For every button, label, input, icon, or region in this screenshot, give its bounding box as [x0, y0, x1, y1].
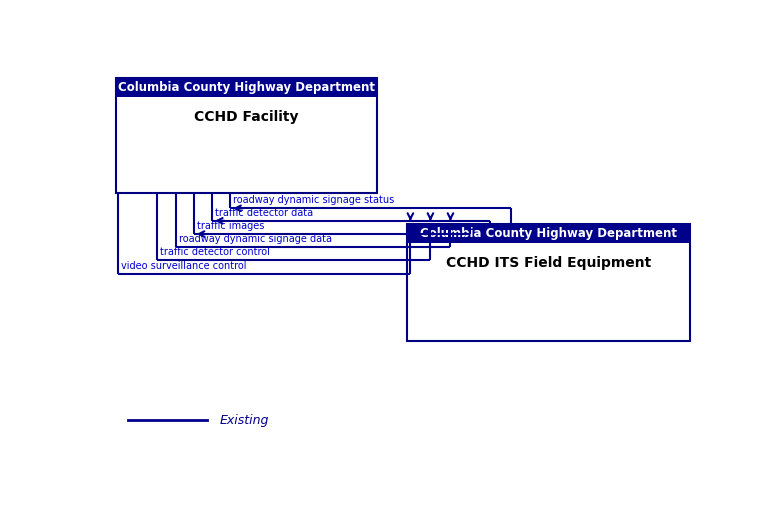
Text: traffic detector data: traffic detector data	[215, 208, 313, 218]
Text: Columbia County Highway Department: Columbia County Highway Department	[118, 81, 375, 94]
Text: traffic detector control: traffic detector control	[161, 247, 270, 258]
Text: CCHD Facility: CCHD Facility	[194, 111, 299, 124]
Text: roadway dynamic signage status: roadway dynamic signage status	[233, 195, 395, 205]
Text: roadway dynamic signage data: roadway dynamic signage data	[179, 234, 331, 244]
Bar	[407, 224, 690, 242]
Text: Columbia County Highway Department: Columbia County Highway Department	[420, 227, 677, 240]
Bar	[407, 224, 690, 340]
Bar	[116, 78, 377, 97]
Text: video surveillance control: video surveillance control	[121, 261, 247, 271]
Text: Existing: Existing	[219, 414, 269, 427]
Bar	[116, 78, 377, 193]
Text: CCHD ITS Field Equipment: CCHD ITS Field Equipment	[446, 256, 651, 270]
Text: traffic images: traffic images	[197, 221, 264, 231]
